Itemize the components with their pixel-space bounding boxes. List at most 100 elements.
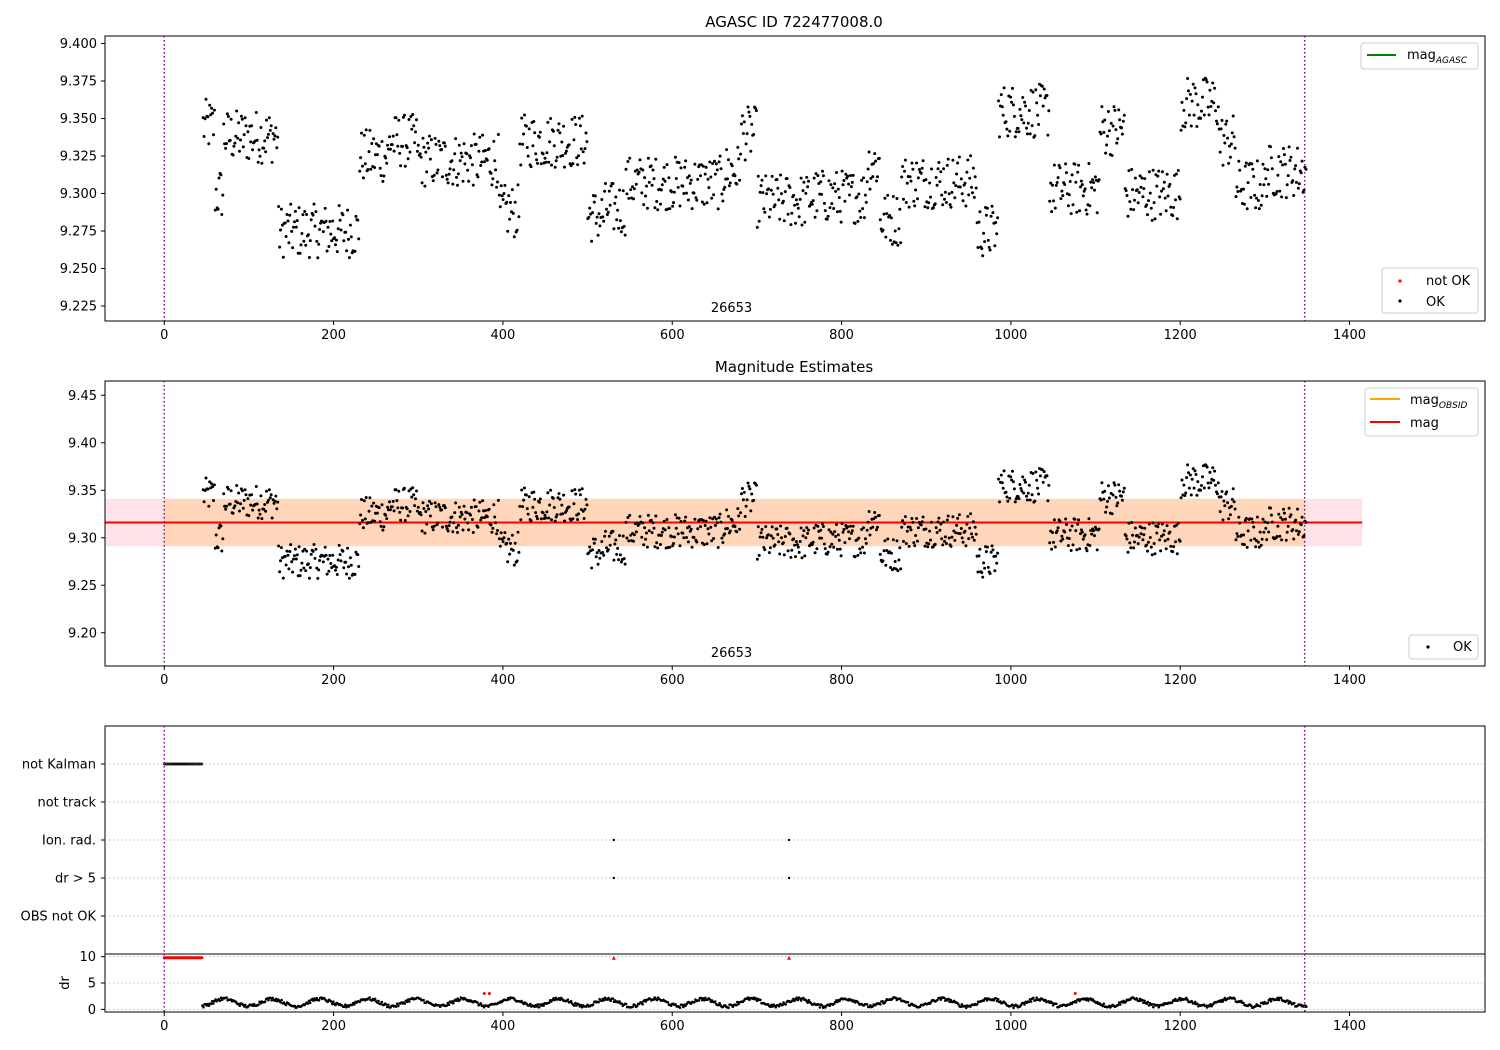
ok-point (936, 167, 940, 171)
ok-point (1067, 193, 1071, 197)
ok-point (638, 515, 642, 518)
ok-point (998, 500, 1001, 504)
ok-point (1199, 116, 1203, 120)
ok-point (706, 527, 710, 531)
ok-point (835, 547, 839, 551)
dr-point (1150, 1003, 1154, 1006)
ok-point (231, 511, 235, 515)
y-tick-label: 9.45 (68, 389, 97, 404)
ok-point (259, 126, 263, 129)
ok-point (361, 164, 364, 168)
ok-point (938, 180, 942, 184)
ok-point (615, 552, 619, 556)
ok-point (286, 553, 290, 557)
ok-point (736, 507, 740, 511)
ok-point (295, 553, 299, 557)
ok-point (1027, 109, 1031, 112)
ok-point (728, 529, 732, 533)
ok-point (683, 165, 687, 169)
ok-point (1196, 103, 1200, 107)
ok-point (370, 504, 374, 508)
ok-point (750, 122, 754, 126)
dr-point (312, 999, 315, 1003)
ok-point (497, 193, 501, 197)
ok-point (213, 208, 217, 212)
y-tick-label: 9.275 (60, 225, 97, 240)
ok-point (663, 528, 667, 532)
dr-point (244, 1003, 247, 1007)
dr-point (1143, 999, 1146, 1003)
ok-point (331, 553, 335, 557)
ok-point (868, 187, 872, 191)
dr-point (1186, 998, 1189, 1001)
ok-point (1187, 471, 1190, 475)
ok-point (1025, 498, 1029, 502)
ok-point (1178, 197, 1182, 201)
ok-point (1180, 100, 1184, 104)
ok-point (881, 559, 885, 563)
ok-point (861, 207, 865, 211)
ok-point (217, 176, 221, 180)
ok-point (570, 117, 574, 121)
ok-point (318, 559, 322, 562)
ok-point (372, 137, 376, 141)
ok-point (534, 511, 538, 515)
ok-point (883, 539, 887, 543)
ok-point (780, 192, 783, 196)
ok-point (713, 524, 717, 527)
ok-point (1017, 497, 1021, 501)
y-tick-label: 9.350 (60, 112, 97, 127)
ok-point (308, 239, 312, 243)
ok-point (347, 256, 351, 260)
dr-point (964, 1006, 968, 1009)
ok-point (903, 169, 906, 173)
ok-point (428, 157, 432, 161)
ok-point (262, 146, 266, 150)
ok-point (476, 175, 480, 179)
ok-point (1191, 82, 1195, 86)
ok-point (323, 545, 327, 549)
ok-point (807, 528, 810, 532)
ok-point (509, 541, 512, 545)
dr-point (334, 1003, 337, 1007)
ok-point (702, 202, 706, 206)
ok-point (795, 202, 799, 206)
ok-point (283, 221, 287, 225)
ok-point (1277, 155, 1281, 159)
ok-point (375, 153, 379, 157)
ok-point (926, 206, 930, 210)
ok-point (706, 177, 710, 181)
ok-point (1262, 183, 1266, 187)
ok-point (237, 491, 241, 495)
ok-point (614, 195, 618, 199)
ok-point (1102, 130, 1106, 134)
ok-point (217, 526, 221, 530)
ok-point (679, 166, 683, 170)
ok-point (1228, 155, 1232, 159)
ok-point (378, 520, 382, 524)
ok-point (421, 501, 425, 505)
ok-point (588, 545, 592, 549)
ok-point (1064, 162, 1068, 166)
ok-point (440, 508, 444, 512)
ok-point (294, 557, 298, 561)
ok-point (836, 533, 840, 537)
ok-point (947, 536, 951, 540)
ok-point (1022, 121, 1026, 125)
ok-point (750, 492, 754, 496)
ok-point (709, 175, 713, 179)
ok-point (1251, 520, 1255, 524)
ok-point (506, 560, 510, 564)
ok-point (301, 213, 305, 217)
ok-point (1117, 108, 1121, 112)
ok-point (251, 508, 255, 512)
ok-point (557, 492, 561, 496)
ok-point (943, 539, 946, 543)
ok-point (523, 113, 526, 117)
ok-point (491, 526, 495, 530)
ok-point (1164, 209, 1168, 213)
ok-point (379, 174, 383, 178)
ok-point (684, 515, 688, 519)
ok-point (923, 205, 927, 209)
ok-point (827, 179, 831, 183)
